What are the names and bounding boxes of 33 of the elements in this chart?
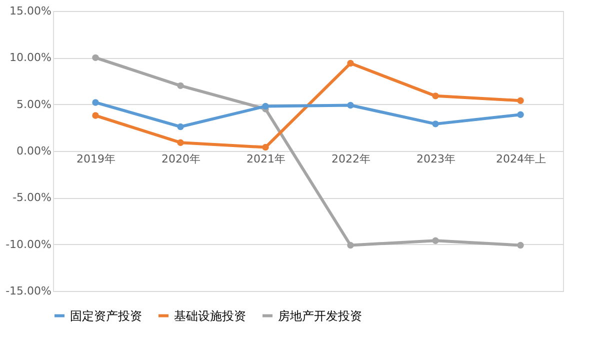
point <box>432 92 439 100</box>
x-tick-label: 2019年 <box>76 152 116 166</box>
point <box>347 102 354 109</box>
point <box>517 242 524 249</box>
legend-label: 房地产开发投资 <box>278 308 362 323</box>
point <box>432 120 439 128</box>
x-tick-label: 2020年 <box>162 152 200 166</box>
y-tick-label: 0.00% <box>16 144 52 158</box>
y-tick-label: -5.00% <box>12 191 52 204</box>
y-tick-label: 5.00% <box>16 98 52 111</box>
y-tick-label: 15.00% <box>10 4 52 18</box>
x-tick-label: 2023年 <box>416 152 456 166</box>
legend-label: 基础设施投资 <box>174 308 246 323</box>
point <box>92 112 99 119</box>
y-tick-label: -10.00% <box>6 238 52 251</box>
point <box>432 237 439 244</box>
point <box>347 60 354 67</box>
point <box>177 82 184 90</box>
x-tick-label: 2021年 <box>246 152 286 166</box>
point <box>262 144 269 151</box>
point <box>92 99 99 106</box>
point <box>177 123 184 130</box>
point <box>262 102 269 110</box>
legend-label: 固定资产投资 <box>70 308 142 323</box>
x-tick-label: 2022年 <box>332 152 370 166</box>
point <box>92 54 99 62</box>
x-tick-label: 2024年上 <box>496 152 546 166</box>
point <box>517 111 524 118</box>
point <box>177 139 184 146</box>
y-tick-label: -15.00% <box>6 284 52 298</box>
point <box>517 97 524 104</box>
y-tick-label: 10.00% <box>10 51 52 64</box>
point <box>347 242 354 249</box>
